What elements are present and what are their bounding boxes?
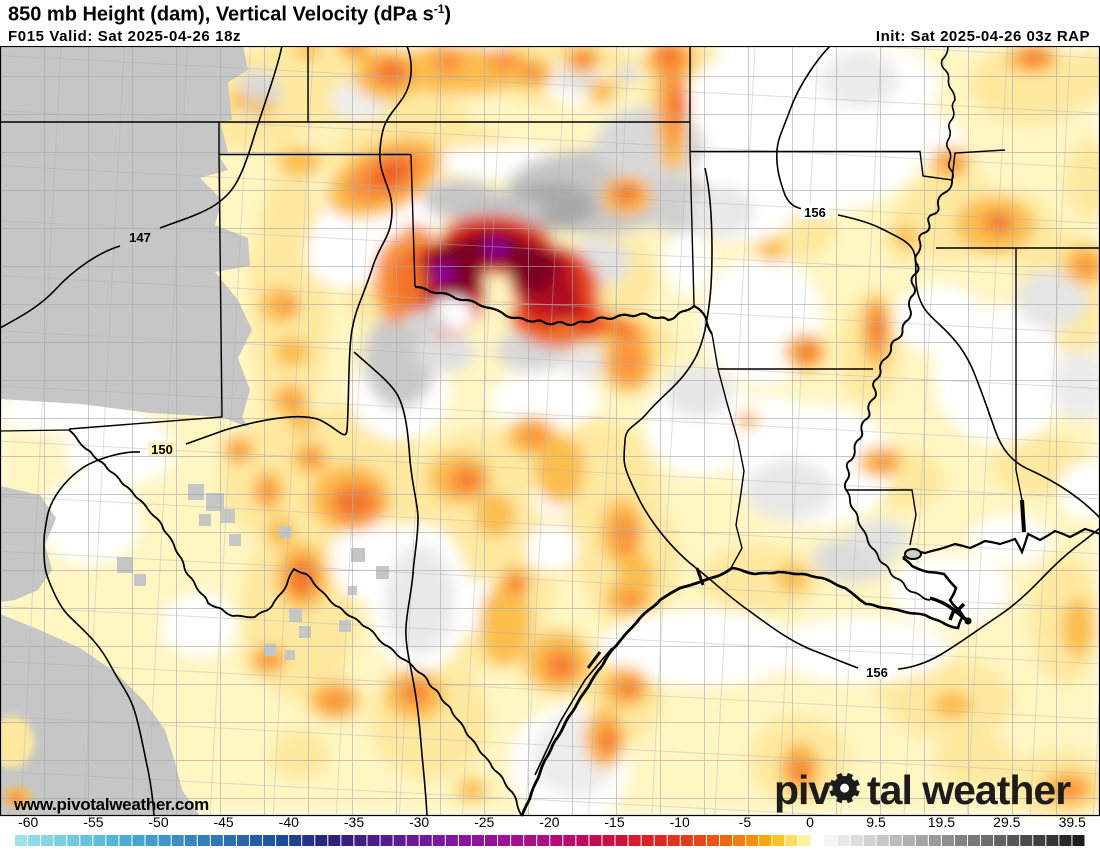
svg-text:156: 156 [866, 665, 888, 680]
svg-text:19.5: 19.5 [928, 814, 955, 830]
svg-text:tal weather: tal weather [867, 767, 1071, 813]
svg-text:-30: -30 [409, 814, 429, 830]
svg-text:156: 156 [804, 205, 826, 220]
svg-text:-25: -25 [474, 814, 494, 830]
svg-text:9.5: 9.5 [866, 814, 886, 830]
svg-text:-50: -50 [148, 814, 168, 830]
svg-text:147: 147 [129, 230, 151, 245]
svg-text:-35: -35 [344, 814, 364, 830]
svg-text:150: 150 [151, 442, 173, 457]
svg-text:piv: piv [774, 767, 831, 813]
svg-text:-10: -10 [670, 814, 690, 830]
svg-text:39.5: 39.5 [1059, 814, 1086, 830]
svg-text:29.5: 29.5 [993, 814, 1020, 830]
svg-text:-55: -55 [83, 814, 103, 830]
svg-text:-15: -15 [604, 814, 624, 830]
svg-text:-60: -60 [18, 814, 38, 830]
svg-text:-40: -40 [279, 814, 299, 830]
svg-text:-20: -20 [539, 814, 559, 830]
svg-text:-5: -5 [739, 814, 752, 830]
svg-text:-45: -45 [213, 814, 233, 830]
svg-text:0: 0 [806, 814, 814, 830]
